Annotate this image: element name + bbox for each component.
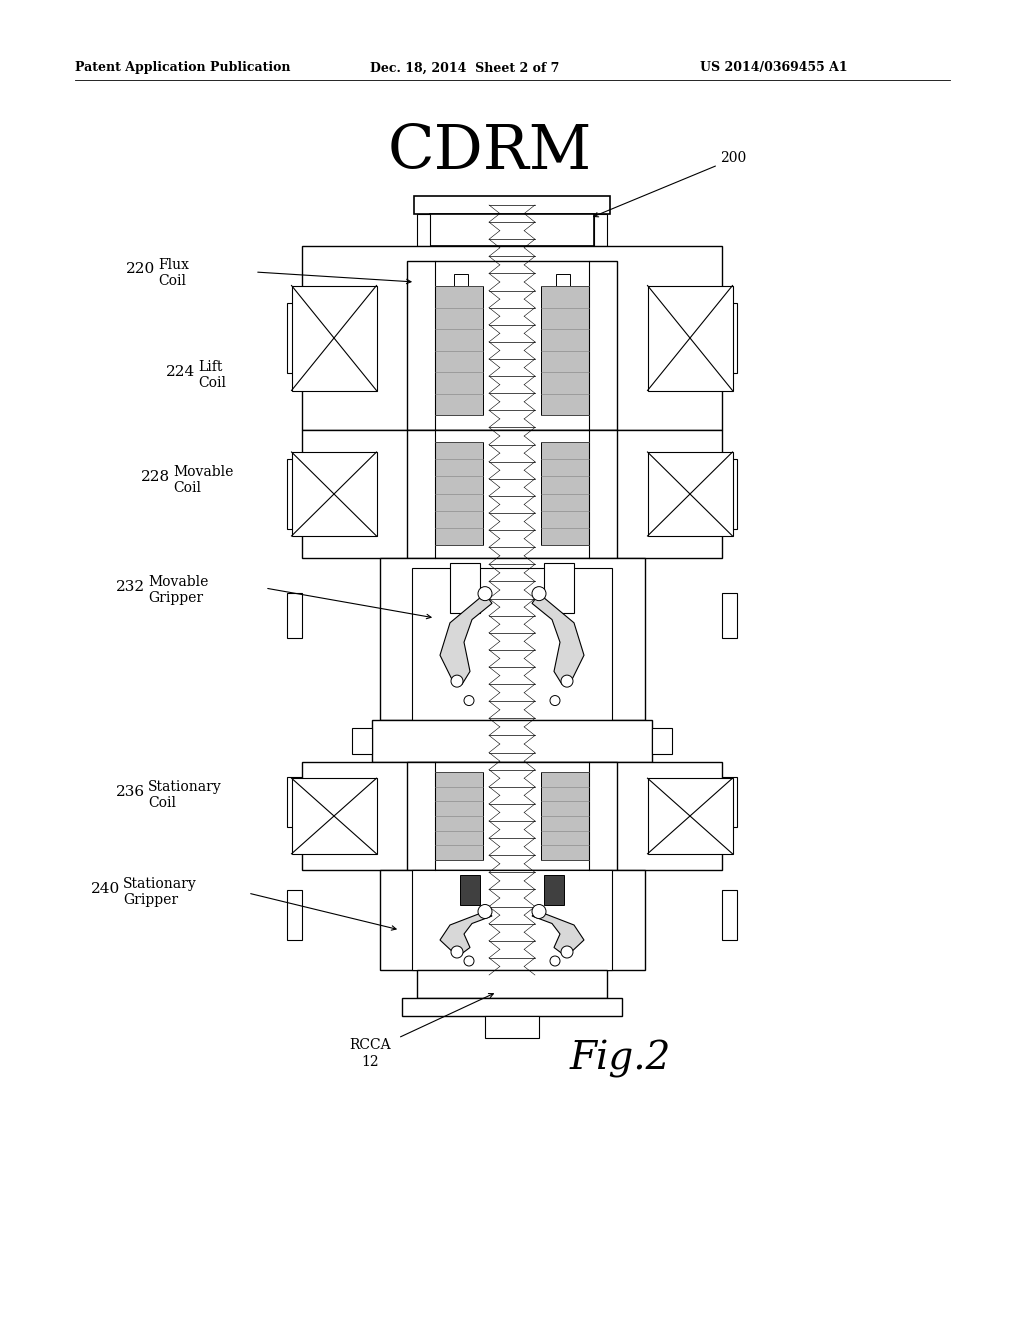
Bar <box>352 729 372 754</box>
Bar <box>556 275 570 286</box>
Bar <box>417 214 430 246</box>
Bar <box>594 214 607 246</box>
Text: 200: 200 <box>720 150 746 165</box>
Bar <box>722 777 737 828</box>
Bar <box>287 304 302 374</box>
Bar <box>292 451 377 536</box>
Circle shape <box>532 586 546 601</box>
Bar <box>544 564 574 612</box>
Text: Fig.2: Fig.2 <box>569 1040 671 1078</box>
Bar <box>647 779 732 854</box>
Bar <box>722 890 737 940</box>
Bar <box>372 719 652 762</box>
Bar <box>287 890 302 940</box>
Bar <box>292 285 377 391</box>
Circle shape <box>561 946 573 958</box>
Bar <box>647 285 732 391</box>
Bar <box>722 593 737 638</box>
Text: Flux: Flux <box>158 257 189 272</box>
Text: Coil: Coil <box>173 480 201 495</box>
Text: Gripper: Gripper <box>148 591 203 605</box>
Text: 220: 220 <box>126 261 155 276</box>
Text: Movable: Movable <box>148 576 208 589</box>
Text: 224: 224 <box>166 366 195 379</box>
Polygon shape <box>440 594 492 684</box>
Circle shape <box>550 696 560 706</box>
Text: Gripper: Gripper <box>123 894 178 907</box>
Text: Stationary: Stationary <box>148 780 222 795</box>
Text: RCCA: RCCA <box>349 1038 391 1052</box>
Bar <box>414 195 610 214</box>
Text: Coil: Coil <box>198 376 226 389</box>
Text: 232: 232 <box>116 579 145 594</box>
Bar <box>417 970 607 998</box>
Circle shape <box>561 675 573 688</box>
Text: 228: 228 <box>141 470 170 484</box>
Text: 240: 240 <box>91 882 120 896</box>
Bar <box>292 779 377 854</box>
Text: 12: 12 <box>361 1055 379 1069</box>
Bar <box>722 459 737 529</box>
Circle shape <box>464 956 474 966</box>
Bar <box>302 762 722 870</box>
Bar <box>412 870 612 970</box>
Bar <box>450 564 480 612</box>
Bar <box>287 593 302 638</box>
Bar <box>541 772 589 861</box>
Text: Lift: Lift <box>198 360 222 374</box>
Text: Coil: Coil <box>148 796 176 810</box>
Bar <box>435 286 483 414</box>
Circle shape <box>532 904 546 919</box>
Bar <box>541 286 589 414</box>
Bar <box>430 214 594 246</box>
Circle shape <box>550 956 560 966</box>
Bar <box>541 442 589 545</box>
Bar <box>407 762 617 870</box>
Text: Coil: Coil <box>158 275 186 288</box>
Bar <box>412 568 612 719</box>
Bar <box>652 729 672 754</box>
Polygon shape <box>440 912 492 953</box>
Polygon shape <box>532 594 584 684</box>
Text: Dec. 18, 2014  Sheet 2 of 7: Dec. 18, 2014 Sheet 2 of 7 <box>370 62 559 74</box>
Bar <box>722 304 737 374</box>
Bar <box>407 430 617 558</box>
Circle shape <box>451 946 463 958</box>
Circle shape <box>464 696 474 706</box>
Bar <box>544 875 564 906</box>
Text: CDRM: CDRM <box>388 121 592 182</box>
Circle shape <box>451 675 463 688</box>
Bar <box>485 205 539 975</box>
Circle shape <box>478 586 492 601</box>
Bar <box>407 261 617 430</box>
Bar <box>302 246 722 430</box>
Bar <box>485 1016 539 1038</box>
Bar <box>380 558 645 719</box>
Bar <box>402 998 622 1016</box>
Circle shape <box>478 904 492 919</box>
Bar <box>454 275 468 286</box>
Text: Stationary: Stationary <box>123 876 197 891</box>
Bar <box>460 875 480 906</box>
Text: Movable: Movable <box>173 465 233 479</box>
Bar <box>287 459 302 529</box>
Text: Patent Application Publication: Patent Application Publication <box>75 62 291 74</box>
Bar <box>647 451 732 536</box>
Polygon shape <box>532 912 584 953</box>
Bar <box>435 442 483 545</box>
Bar <box>287 777 302 828</box>
Bar <box>380 870 645 970</box>
Bar <box>435 772 483 861</box>
Text: 236: 236 <box>116 785 145 799</box>
Bar <box>302 430 722 558</box>
Text: US 2014/0369455 A1: US 2014/0369455 A1 <box>700 62 848 74</box>
